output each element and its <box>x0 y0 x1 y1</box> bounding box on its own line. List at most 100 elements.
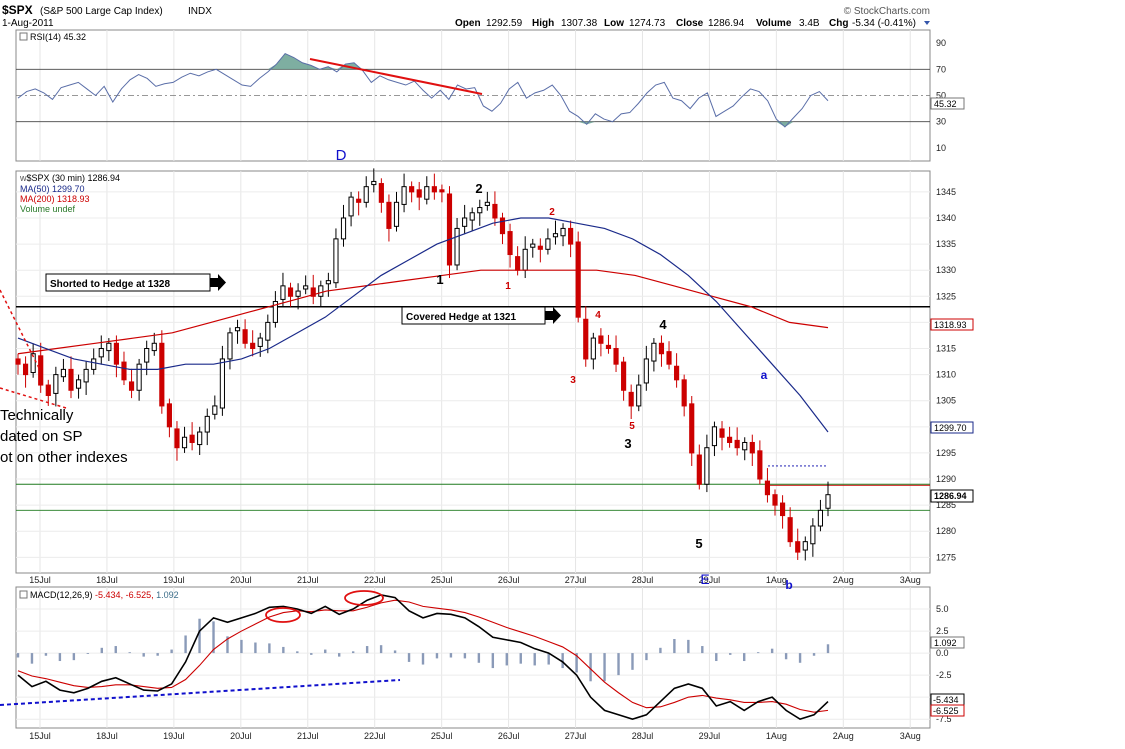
macd-tick-label: 5.0 <box>936 604 949 614</box>
date-tick-label: 2Aug <box>833 575 854 585</box>
macd-hist-value-label: 1.092 <box>934 638 957 648</box>
macd-title: MACD(12,26,9) -5.434, -6.525, 1.092 <box>19 590 179 600</box>
candle-body <box>590 337 596 360</box>
arrow-right-icon <box>545 307 561 324</box>
grid-layer: 15Jul 15Jul 18Jul 18Jul 19Jul 19Jul 20Jul 20Jul… <box>16 30 956 741</box>
low-label: Low <box>604 18 624 29</box>
chart-date: 1-Aug-2011 <box>2 18 54 29</box>
wave-label-4: 4 <box>659 317 667 332</box>
macd-histogram-bar <box>379 645 383 654</box>
candle-body <box>310 287 316 297</box>
candle-body <box>371 180 377 186</box>
price-trendline-upper <box>0 289 41 371</box>
trend-annotations <box>0 58 483 706</box>
date-tick-label: 21Jul <box>297 731 319 741</box>
macd-histogram-bar <box>449 653 453 658</box>
candle-body <box>386 201 392 229</box>
price-layer <box>15 168 930 561</box>
candle-body <box>98 348 104 358</box>
rsi-title-text: RSI(14) 45.32 <box>30 32 86 42</box>
close-value: 1286.94 <box>708 18 745 29</box>
candle-body <box>219 358 225 409</box>
close-value-label: 1286.94 <box>934 491 967 501</box>
macd-histogram-bar <box>659 647 662 654</box>
price-tick-label: 1285 <box>936 500 956 510</box>
candle-body <box>537 245 543 250</box>
high-value: 1307.38 <box>561 18 598 29</box>
candle-body <box>128 381 135 391</box>
candle-body <box>325 280 331 285</box>
candle-body <box>340 217 347 240</box>
subwave-label-4: 4 <box>595 310 601 321</box>
candle-body <box>454 227 460 266</box>
candle-body <box>189 434 195 443</box>
candle-body <box>75 379 82 389</box>
value-labels: 45.32 1318.93 1299.70 1286.94 1.092 -5.4… <box>930 97 974 717</box>
cover-hedge-annotation: Covered Hedge at 1321 <box>401 306 561 325</box>
macd-title-text: MACD(12,26,9) -5.434, -6.525, 1.092 <box>30 590 179 600</box>
high-label: High <box>532 18 554 29</box>
open-label: Open <box>455 18 481 29</box>
candle-body <box>30 353 36 374</box>
macd-cross-circle-1 <box>265 607 301 623</box>
date-tick-label: 2Aug <box>833 731 854 741</box>
rsi-tick-label: 70 <box>936 64 946 74</box>
wave-label-5: 5 <box>695 536 702 551</box>
macd-histogram-bar <box>268 643 271 654</box>
ma200-legend: MA(200) 1318.93 <box>20 194 90 204</box>
macd-histogram-bar <box>533 653 536 666</box>
candle-body <box>810 525 816 545</box>
chg-value: -5.34 (-0.41%) <box>852 18 916 29</box>
arrow-right-icon <box>210 274 226 291</box>
candle-body <box>227 332 233 360</box>
candle-body <box>795 541 801 553</box>
date-tick-label: 25Jul <box>431 575 453 585</box>
candle-body <box>605 344 612 350</box>
macd-histogram-bar <box>240 639 243 654</box>
candle-body <box>802 541 808 551</box>
date-tick-label: 3Aug <box>900 731 921 741</box>
candle-body <box>734 439 740 449</box>
close-label: Close <box>676 18 704 29</box>
candle-body <box>106 342 112 352</box>
macd-histogram-bar <box>282 646 285 654</box>
price-tick-label: 1340 <box>936 213 956 223</box>
date-tick-label: 28Jul <box>632 575 654 585</box>
index-name: (S&P 500 Large Cap Index) <box>40 6 163 17</box>
candle-body <box>658 342 665 355</box>
candle-body <box>772 494 778 506</box>
macd-histogram-bar <box>296 651 299 654</box>
candle-body <box>446 193 453 266</box>
ma200-value-label: 1318.93 <box>934 320 967 330</box>
candle-body <box>515 256 521 271</box>
price-tick-label: 1315 <box>936 344 956 354</box>
date-tick-label: 1Aug <box>766 731 787 741</box>
volume-legend: Volume undef <box>20 204 76 214</box>
price-tick-label: 1290 <box>936 474 956 484</box>
date-tick-label: 18Jul <box>96 731 118 741</box>
candle-body <box>469 212 475 221</box>
rsi-tick-label: 10 <box>936 143 946 153</box>
candle-body <box>83 368 89 383</box>
candle-body <box>204 415 210 433</box>
chevron-down-icon[interactable] <box>924 21 930 25</box>
macd-histogram-bar <box>338 653 341 657</box>
macd-histogram-bar <box>351 651 355 654</box>
candle-body <box>303 285 309 290</box>
macd-histogram-bar <box>226 636 229 654</box>
candle-body <box>613 348 619 365</box>
candle-body <box>348 196 354 217</box>
note-line-3: ot on other indexes <box>0 449 128 466</box>
macd-histogram-bar <box>16 653 20 658</box>
candle-body <box>462 217 468 227</box>
wave-label-1: 1 <box>436 272 443 287</box>
candle-body <box>779 502 786 517</box>
candle-body <box>552 233 559 238</box>
macd-histogram-bar <box>114 646 117 654</box>
date-tick-label: 19Jul <box>163 731 185 741</box>
macd-histogram-bar <box>324 649 327 654</box>
note-line-1: Technically <box>0 407 74 424</box>
candle-body <box>628 391 634 407</box>
macd-histogram-bar <box>30 653 34 664</box>
